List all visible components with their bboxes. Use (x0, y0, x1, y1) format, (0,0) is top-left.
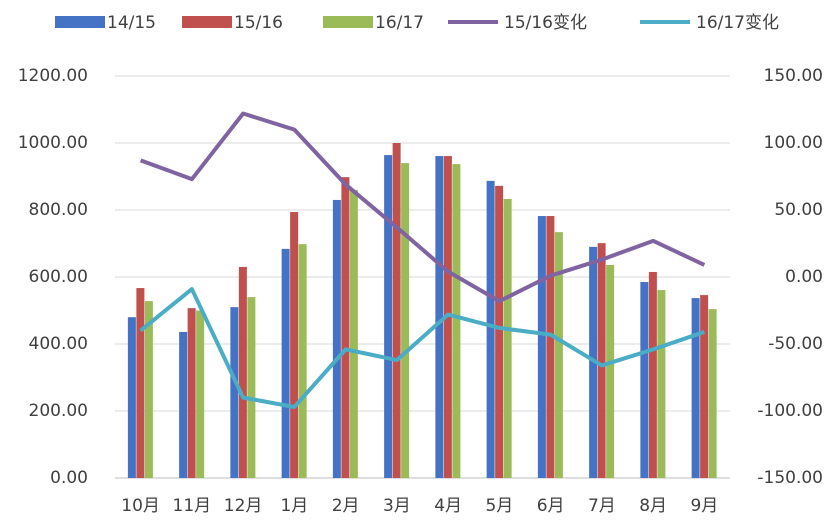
bar (247, 297, 256, 478)
x-tick-label: 8月 (639, 496, 667, 516)
y2-tick-label: -50.00 (768, 334, 823, 354)
legend-label: 16/17变化 (696, 13, 779, 33)
y-tick-label: 1000.00 (18, 133, 88, 153)
x-tick-label: 12月 (224, 496, 263, 516)
bar (127, 317, 136, 478)
bar (401, 163, 410, 478)
y-tick-label: 800.00 (29, 200, 88, 220)
bar (435, 156, 444, 478)
legend-swatch (182, 16, 232, 28)
line (139, 287, 706, 409)
y-tick-label: 0.00 (50, 468, 88, 488)
bar (495, 185, 504, 478)
bar (546, 216, 555, 478)
bar (708, 309, 717, 478)
bar (597, 243, 606, 478)
x-tick-label: 4月 (434, 496, 462, 516)
bar (230, 307, 239, 478)
bar (281, 248, 290, 478)
y2-tick-label: 150.00 (764, 66, 823, 86)
bar (298, 244, 307, 478)
bar (144, 301, 153, 478)
legend-label: 16/17 (375, 13, 424, 33)
x-tick-label: 9月 (690, 496, 718, 516)
bar (452, 164, 461, 479)
bar (238, 266, 247, 478)
legend-label: 15/16 (234, 13, 283, 33)
bar (349, 189, 358, 478)
line (139, 111, 706, 304)
legend-swatch (55, 16, 105, 28)
y2-tick-label: -100.00 (757, 401, 823, 421)
bar (554, 232, 563, 478)
y-tick-label: 600.00 (29, 267, 88, 287)
bar (332, 199, 341, 478)
x-tick-label: 1月 (280, 496, 308, 516)
bar (136, 288, 145, 478)
x-tick-label: 7月 (588, 496, 616, 516)
bar (648, 271, 657, 478)
bar (700, 295, 709, 478)
x-tick-label: 10月 (121, 496, 160, 516)
bar (187, 308, 196, 478)
bar (384, 155, 393, 478)
bar (179, 331, 188, 478)
y2-tick-label: 0.00 (785, 267, 823, 287)
y2-tick-label: 50.00 (774, 200, 823, 220)
x-tick-label: 5月 (485, 496, 513, 516)
x-tick-label: 6月 (537, 496, 565, 516)
y2-tick-label: 100.00 (764, 133, 823, 153)
y-tick-label: 200.00 (29, 401, 88, 421)
bar (657, 290, 666, 478)
y2-tick-label: -150.00 (757, 468, 823, 488)
legend-label: 14/15 (107, 13, 156, 33)
bar (392, 143, 401, 478)
bar (640, 282, 649, 478)
legend-label: 15/16变化 (504, 13, 587, 33)
bar (691, 298, 700, 478)
bar (537, 216, 546, 478)
x-tick-label: 11月 (173, 496, 212, 516)
bar (341, 177, 350, 479)
x-tick-label: 2月 (332, 496, 360, 516)
bar (503, 198, 512, 478)
bar (290, 212, 299, 478)
bar (486, 180, 495, 479)
y-tick-label: 400.00 (29, 334, 88, 354)
y-tick-label: 1200.00 (18, 66, 88, 86)
legend-swatch (323, 16, 373, 28)
bar (606, 264, 615, 478)
bar (196, 310, 205, 478)
x-tick-label: 3月 (383, 496, 411, 516)
